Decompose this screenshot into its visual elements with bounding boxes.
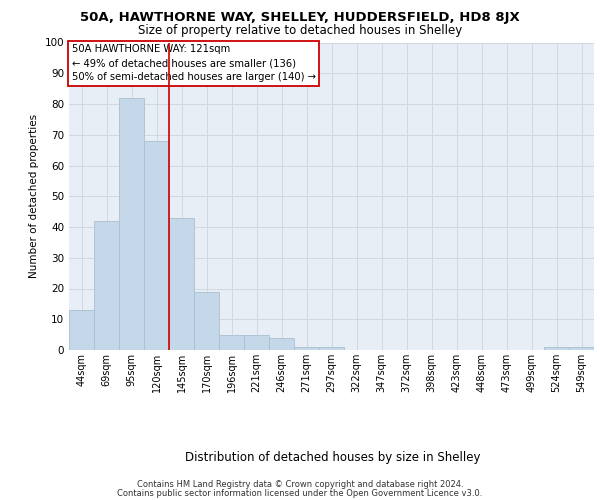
Bar	[219, 334, 244, 350]
Bar	[194, 292, 219, 350]
Text: 50A HAWTHORNE WAY: 121sqm
← 49% of detached houses are smaller (136)
50% of semi: 50A HAWTHORNE WAY: 121sqm ← 49% of detac…	[71, 44, 316, 82]
Bar	[144, 141, 169, 350]
Bar	[169, 218, 194, 350]
Bar	[319, 347, 344, 350]
Bar	[294, 347, 319, 350]
Text: Distribution of detached houses by size in Shelley: Distribution of detached houses by size …	[185, 451, 481, 464]
Bar	[269, 338, 294, 350]
Bar	[69, 310, 94, 350]
Bar	[244, 334, 269, 350]
Bar	[569, 347, 594, 350]
Text: Size of property relative to detached houses in Shelley: Size of property relative to detached ho…	[138, 24, 462, 37]
Bar	[119, 98, 144, 350]
Text: Contains HM Land Registry data © Crown copyright and database right 2024.: Contains HM Land Registry data © Crown c…	[137, 480, 463, 489]
Bar	[544, 347, 569, 350]
Bar	[94, 221, 119, 350]
Y-axis label: Number of detached properties: Number of detached properties	[29, 114, 39, 278]
Text: Contains public sector information licensed under the Open Government Licence v3: Contains public sector information licen…	[118, 488, 482, 498]
Text: 50A, HAWTHORNE WAY, SHELLEY, HUDDERSFIELD, HD8 8JX: 50A, HAWTHORNE WAY, SHELLEY, HUDDERSFIEL…	[80, 11, 520, 24]
